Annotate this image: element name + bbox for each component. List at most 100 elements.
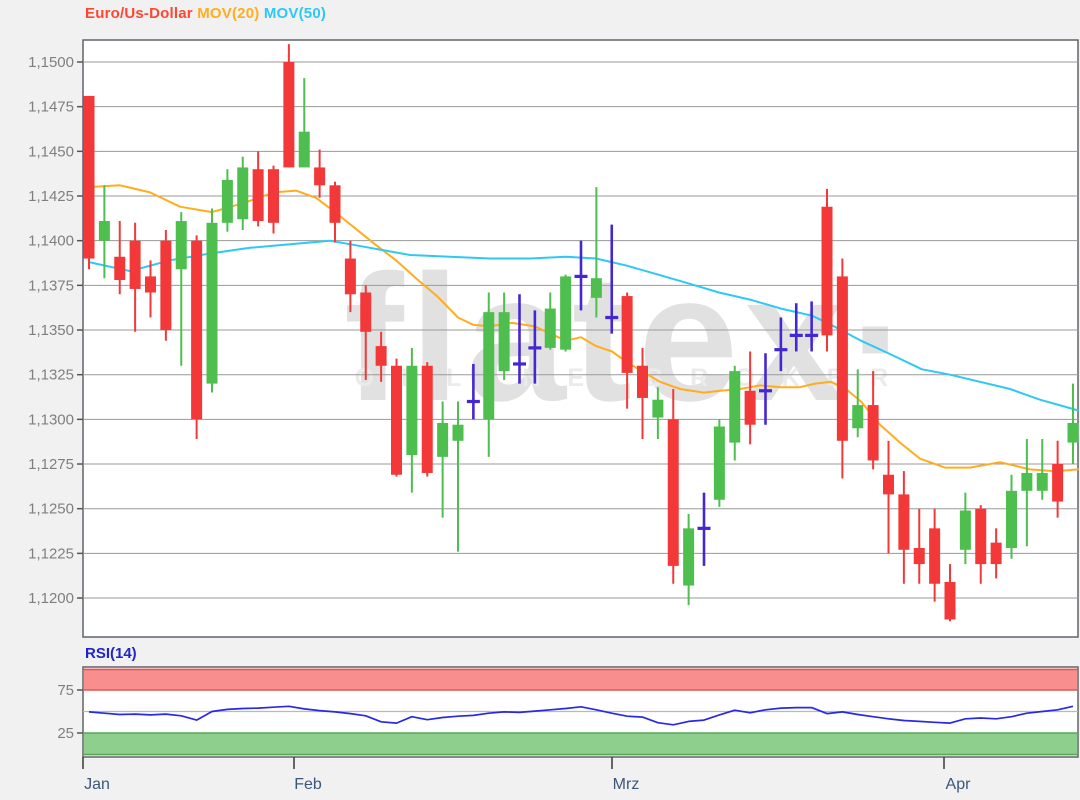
- instrument-title: Euro/Us-Dollar: [85, 5, 193, 22]
- y-axis-label: 1,1225: [28, 545, 74, 562]
- y-axis-label: 1,1400: [28, 233, 74, 250]
- doji-candle: [697, 526, 711, 530]
- bullish-candle: [175, 221, 187, 270]
- bullish-candle: [683, 528, 695, 586]
- bearish-candle: [990, 542, 1002, 565]
- bearish-candle: [421, 365, 433, 473]
- bearish-candle: [314, 167, 326, 186]
- bullish-candle: [544, 308, 556, 348]
- bearish-candle: [913, 548, 925, 565]
- doji-candle: [774, 348, 788, 352]
- chart-legend: Euro/Us-Dollar MOV(20) MOV(50): [85, 5, 326, 22]
- bullish-candle: [1021, 472, 1033, 491]
- bearish-candle: [252, 169, 264, 222]
- bearish-candle: [160, 240, 172, 331]
- bullish-candle: [729, 371, 741, 443]
- bearish-candle: [114, 256, 126, 280]
- bullish-candle: [1006, 490, 1017, 549]
- doji-candle: [605, 315, 619, 320]
- bullish-candle: [498, 312, 510, 372]
- bearish-candle: [898, 494, 910, 550]
- bearish-candle: [637, 365, 648, 398]
- bearish-candle: [360, 292, 372, 332]
- bullish-candle: [298, 131, 310, 168]
- bullish-candle: [713, 426, 725, 500]
- bearish-candle: [975, 508, 987, 565]
- bearish-candle: [1052, 464, 1064, 502]
- rsi-panel: [77, 666, 1079, 758]
- y-axis-label: 1,1350: [28, 322, 74, 339]
- x-axis-label: Jan: [84, 776, 110, 793]
- y-axis-label: 1,1300: [28, 411, 74, 428]
- bearish-candle: [145, 276, 156, 293]
- bullish-candle: [221, 179, 233, 223]
- bearish-candle: [821, 206, 833, 336]
- price-gridlines: [77, 61, 1078, 599]
- doji-candle: [528, 346, 542, 350]
- bullish-candle: [590, 278, 602, 298]
- x-axis-label: Mrz: [613, 776, 640, 793]
- x-axis-label: Apr: [946, 776, 972, 793]
- bearish-candle: [883, 474, 894, 495]
- y-axis-label: 1,1450: [28, 143, 74, 160]
- bullish-candle: [206, 222, 218, 384]
- bullish-candle: [98, 221, 110, 241]
- mov50-legend-label: MOV(50): [263, 5, 327, 22]
- bullish-candle: [560, 276, 572, 350]
- bullish-candle: [437, 422, 449, 457]
- bearish-candle: [867, 405, 879, 461]
- bearish-candle: [621, 296, 633, 373]
- y-axis-label: 1,1200: [28, 590, 74, 607]
- main-chart-panel: [82, 39, 1079, 638]
- bearish-candle: [329, 185, 341, 223]
- x-axis: [82, 757, 945, 769]
- bearish-candle: [944, 581, 956, 620]
- y-axis-label: 1,1375: [28, 277, 74, 294]
- bearish-candle: [391, 365, 402, 475]
- y-axis-label: 1,1325: [28, 367, 74, 384]
- x-axis-label: Feb: [294, 776, 322, 793]
- bearish-candle: [667, 419, 679, 566]
- bearish-candle: [83, 95, 95, 259]
- svg-text:ONLINE BROKER: ONLINE BROKER: [355, 364, 916, 392]
- candlestick-series: [83, 44, 1079, 622]
- rsi-overbought-band: [84, 668, 1077, 690]
- bearish-candle: [129, 240, 141, 289]
- bullish-candle: [483, 312, 495, 420]
- doji-candle: [759, 389, 772, 393]
- bearish-candle: [836, 276, 848, 441]
- y-axis-label: 1,1425: [28, 188, 74, 205]
- bullish-candle: [452, 424, 464, 441]
- bearish-candle: [268, 169, 279, 223]
- bearish-candle: [344, 258, 356, 295]
- mov20-legend-label: MOV(20): [197, 5, 260, 22]
- doji-candle: [789, 333, 803, 337]
- bearish-candle: [929, 528, 941, 584]
- bullish-candle: [1067, 422, 1079, 443]
- mov50-line: [88, 239, 1079, 412]
- bullish-candle: [1036, 472, 1048, 491]
- y-axis-label: 1,1475: [28, 99, 74, 116]
- bullish-candle: [852, 405, 864, 429]
- bullish-candle: [959, 510, 971, 550]
- rsi-line: [88, 705, 1074, 726]
- y-axis-label: 1,1500: [28, 54, 74, 71]
- doji-candle: [574, 274, 588, 279]
- rsi-oversold-band: [84, 733, 1077, 756]
- bearish-candle: [191, 240, 203, 420]
- y-axis-label: 1,1275: [28, 456, 74, 473]
- bearish-candle: [375, 346, 387, 366]
- rsi-lower-level-label: 25: [57, 725, 74, 742]
- bearish-candle: [283, 62, 295, 168]
- bullish-candle: [237, 167, 249, 220]
- doji-candle: [466, 399, 480, 404]
- rsi-indicator-label: RSI(14): [85, 645, 137, 662]
- doji-candle: [805, 333, 819, 337]
- bullish-candle: [652, 399, 664, 418]
- bullish-candle: [406, 365, 418, 456]
- mov20-line: [88, 184, 1079, 473]
- rsi-upper-level-label: 75: [57, 682, 74, 699]
- bearish-candle: [744, 390, 756, 425]
